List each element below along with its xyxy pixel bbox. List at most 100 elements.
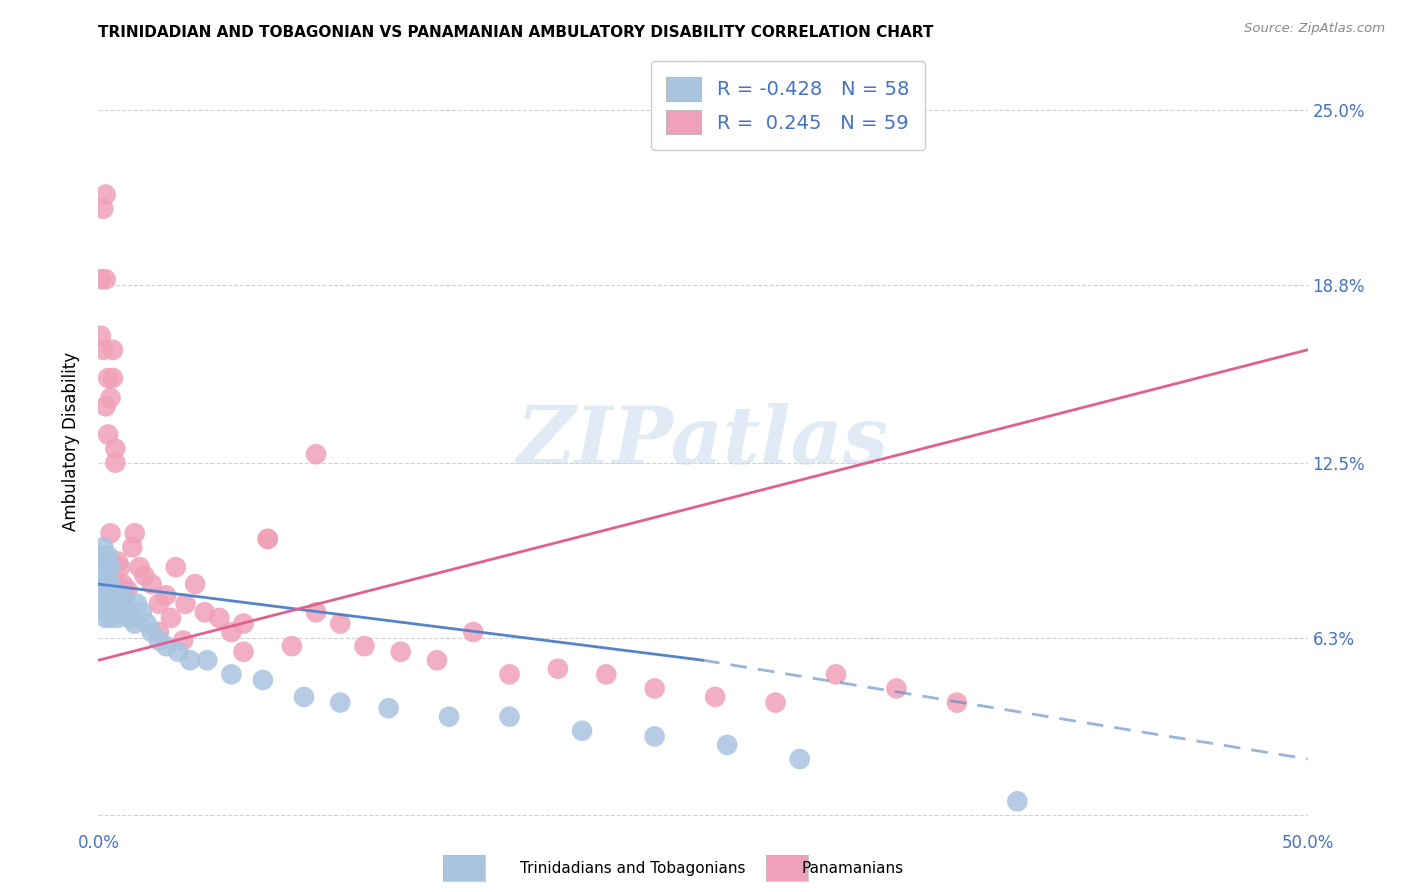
Point (148, 597, 170, 611)
Point (90, 549, 112, 563)
Point (172, 633, 194, 648)
Text: Panamanians: Panamanians (801, 861, 904, 876)
Point (498, 667, 520, 681)
Point (121, 541, 143, 555)
Point (100, 577, 122, 591)
Point (108, 602, 131, 616)
Point (100, 597, 122, 611)
Point (194, 605, 217, 619)
Point (256, 532, 278, 546)
Point (107, 577, 129, 591)
Point (195, 653, 218, 667)
Point (97, 591, 120, 606)
Point (148, 625, 170, 640)
Point (141, 577, 163, 591)
Y-axis label: Ambulatory Disability: Ambulatory Disability (62, 352, 80, 531)
Point (101, 371, 124, 385)
Point (97, 605, 120, 619)
Point (104, 605, 127, 619)
Point (90, 568, 112, 582)
Point (886, 681, 908, 696)
Text: TRINIDADIAN AND TOBAGONIAN VS PANAMANIAN AMBULATORY DISABILITY CORRELATION CHART: TRINIDADIAN AND TOBAGONIAN VS PANAMANIAN… (98, 25, 934, 40)
Point (825, 667, 848, 681)
Point (155, 588, 177, 602)
Point (498, 709, 520, 723)
Point (118, 611, 141, 625)
Point (305, 605, 328, 619)
Point (148, 633, 170, 648)
Point (377, 701, 399, 715)
Point (232, 616, 254, 631)
Point (100, 611, 122, 625)
Legend: R = -0.428   N = 58, R =  0.245   N = 59: R = -0.428 N = 58, R = 0.245 N = 59 (651, 62, 925, 150)
Point (91, 554, 114, 568)
Point (128, 560, 150, 574)
Point (946, 696, 969, 710)
Point (114, 588, 136, 602)
Point (571, 723, 593, 738)
Point (305, 447, 328, 461)
Point (135, 616, 157, 631)
Point (114, 597, 136, 611)
Point (353, 639, 375, 653)
Point (184, 577, 207, 591)
Text: Trinidadians and Tobagonians: Trinidadians and Tobagonians (520, 861, 745, 876)
Point (256, 532, 278, 546)
Point (595, 667, 617, 681)
Point (426, 653, 449, 667)
Point (644, 730, 666, 744)
Point (90, 560, 112, 574)
Point (789, 752, 811, 766)
Point (91, 577, 114, 591)
Point (179, 653, 201, 667)
Point (1007, 794, 1029, 808)
Point (221, 625, 243, 640)
Point (107, 611, 129, 625)
Point (97, 549, 120, 563)
Point (155, 639, 177, 653)
Point (107, 597, 129, 611)
Point (704, 690, 727, 704)
Point (111, 588, 134, 602)
Point (117, 582, 139, 597)
Point (107, 554, 129, 568)
Point (765, 696, 787, 710)
Point (94, 611, 117, 625)
Point (208, 611, 231, 625)
Point (232, 645, 254, 659)
Point (547, 662, 569, 676)
Point (97, 427, 120, 442)
Point (91, 602, 114, 616)
Point (97, 577, 120, 591)
Point (281, 639, 304, 653)
Point (94, 399, 117, 413)
Point (90, 597, 112, 611)
Point (167, 645, 190, 659)
Point (463, 625, 485, 640)
Point (91, 588, 114, 602)
Point (134, 568, 156, 582)
Point (101, 343, 124, 357)
Point (124, 616, 146, 631)
Point (101, 582, 124, 597)
Point (117, 605, 139, 619)
Point (100, 554, 122, 568)
Point (221, 667, 243, 681)
Point (108, 560, 131, 574)
Point (127, 597, 149, 611)
Point (94, 272, 117, 286)
Point (90, 272, 112, 286)
Point (100, 391, 122, 405)
Point (389, 645, 412, 659)
Point (174, 597, 197, 611)
Point (104, 456, 127, 470)
Point (165, 560, 187, 574)
Point (100, 560, 122, 574)
Point (94, 554, 117, 568)
Point (94, 187, 117, 202)
Point (131, 605, 153, 619)
Point (104, 442, 127, 456)
Point (329, 696, 352, 710)
Point (90, 328, 112, 343)
Point (101, 602, 124, 616)
